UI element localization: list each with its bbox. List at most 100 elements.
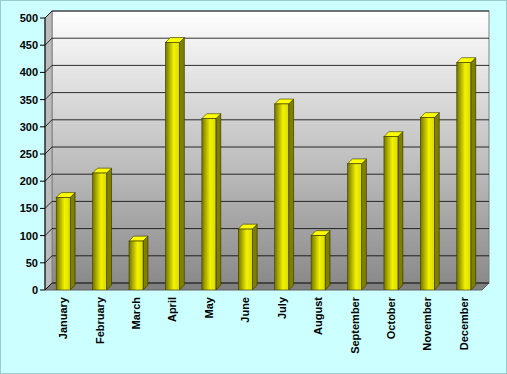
bar-side-shade — [434, 113, 439, 290]
bar — [348, 159, 367, 290]
bar-front-shade — [165, 42, 179, 290]
bar-side — [252, 224, 257, 290]
bar-side-shade — [179, 38, 184, 290]
bar-front — [457, 63, 471, 290]
bar-front — [129, 241, 143, 290]
bar-top — [202, 114, 221, 119]
category-label: June — [239, 297, 251, 323]
tick-label: 300 — [20, 121, 38, 133]
bar-side — [179, 38, 184, 290]
bar-front-shade — [348, 164, 362, 290]
bar-front-shade — [384, 137, 398, 290]
tick-label: 50 — [26, 257, 38, 269]
tick-label: 100 — [20, 230, 38, 242]
bar-side-shade — [398, 132, 403, 290]
bar-side-shade — [252, 224, 257, 290]
bar-front-shade — [93, 173, 107, 290]
bar-side-shade — [70, 193, 75, 290]
grid-line — [45, 11, 489, 18]
y-axis — [45, 18, 46, 290]
background — [1, 1, 507, 374]
bar — [384, 132, 403, 290]
bar — [311, 231, 330, 290]
bar-side-shade — [362, 159, 367, 290]
bar-top — [275, 99, 294, 104]
tick-label: 400 — [20, 66, 38, 78]
bar-front — [311, 236, 325, 290]
grid-line — [45, 38, 489, 45]
tick-label: 500 — [20, 12, 38, 24]
bar — [129, 236, 148, 290]
tick-label: 250 — [20, 148, 38, 160]
bar-front — [93, 173, 107, 290]
bar-side — [434, 113, 439, 290]
grid-line — [45, 65, 489, 72]
chart: 050100150200250300350400450500JanuaryFeb… — [0, 0, 507, 374]
bar — [202, 114, 221, 290]
bar-top — [420, 113, 439, 118]
bar-side — [289, 99, 294, 290]
category-label: August — [312, 297, 324, 335]
bar-side — [362, 159, 367, 290]
bar — [165, 38, 184, 290]
bar-side — [398, 132, 403, 290]
bar-top — [238, 224, 257, 229]
tick-mark — [40, 72, 45, 73]
tick-label: 0 — [32, 284, 38, 296]
bar-top — [457, 58, 476, 63]
tick-mark — [40, 18, 45, 19]
bar-front-shade — [56, 198, 70, 290]
tick-mark — [40, 154, 45, 155]
bar-side — [325, 231, 330, 290]
bar-front-shade — [129, 241, 143, 290]
category-label: December — [458, 296, 470, 350]
tick-mark — [40, 99, 45, 100]
bar-front — [202, 119, 216, 290]
bar-top — [56, 193, 75, 198]
bar-side-shade — [143, 236, 148, 290]
bar-front — [348, 164, 362, 290]
bar-front-shade — [311, 236, 325, 290]
category-label: November — [421, 296, 433, 351]
tick-mark — [40, 235, 45, 236]
bar-side-shade — [325, 231, 330, 290]
category-label: October — [385, 296, 397, 339]
bar-side-shade — [471, 58, 476, 290]
bar-front-shade — [275, 104, 289, 290]
bar-top — [93, 168, 112, 173]
bar-side-shade — [289, 99, 294, 290]
bar-front — [238, 229, 252, 290]
category-label: January — [57, 296, 69, 339]
bar-top — [348, 159, 367, 164]
category-label: September — [349, 296, 361, 354]
bar-front-shade — [202, 119, 216, 290]
tick-mark — [40, 290, 45, 291]
category-label: April — [166, 297, 178, 322]
bar-front — [275, 104, 289, 290]
bar-side — [70, 193, 75, 290]
tick-mark — [40, 126, 45, 127]
tick-label: 350 — [20, 94, 38, 106]
bar-side — [107, 168, 112, 290]
category-label: May — [203, 296, 215, 318]
category-label: February — [94, 296, 106, 344]
bar-side-shade — [107, 168, 112, 290]
bar-front-shade — [420, 118, 434, 290]
bar — [56, 193, 75, 290]
category-label: July — [276, 296, 288, 319]
bar-front — [420, 118, 434, 290]
bar-top — [129, 236, 148, 241]
tick-mark — [40, 262, 45, 263]
bar — [457, 58, 476, 290]
grid-line — [45, 93, 489, 100]
bar-top — [384, 132, 403, 137]
bar — [238, 224, 257, 290]
bar-side-shade — [216, 114, 221, 290]
bar-top — [311, 231, 330, 236]
bar-side — [143, 236, 148, 290]
tick-mark — [40, 181, 45, 182]
bar-side — [471, 58, 476, 290]
tick-label: 150 — [20, 202, 38, 214]
bar-front — [384, 137, 398, 290]
category-label: March — [130, 297, 142, 330]
